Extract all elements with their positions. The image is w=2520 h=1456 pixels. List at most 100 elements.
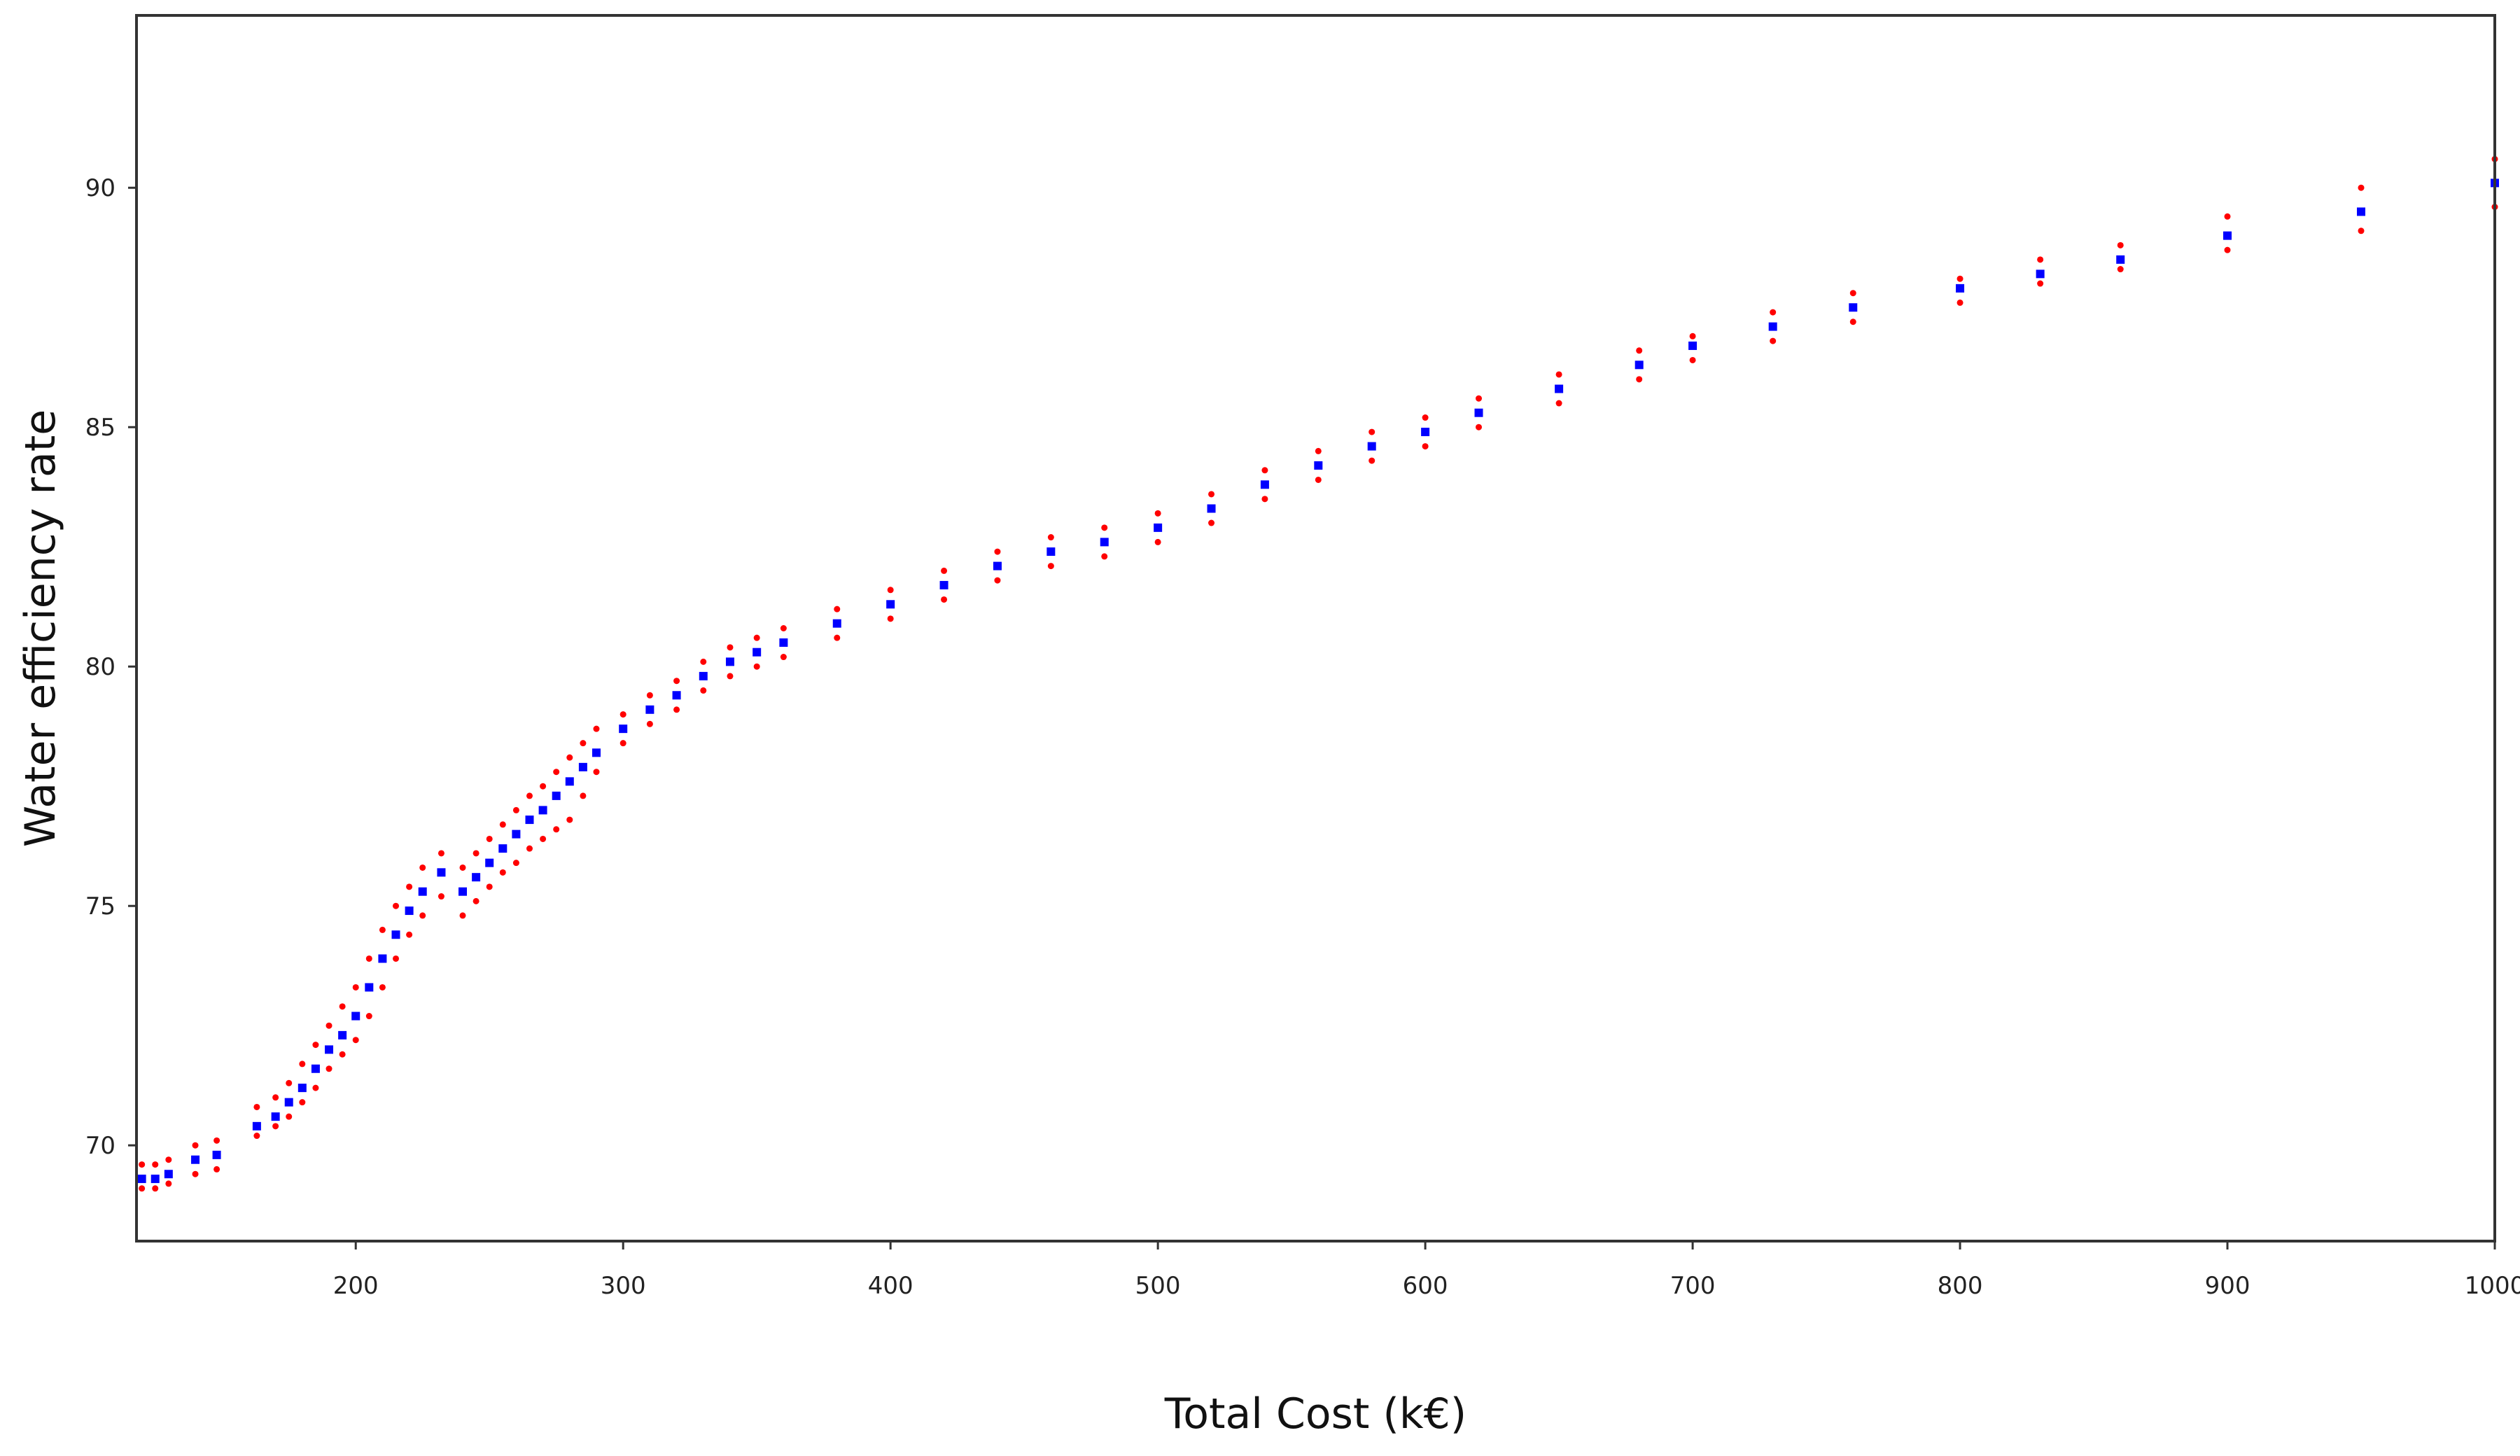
data-point [672, 691, 681, 700]
y-tick-label: 90 [85, 174, 115, 202]
data-point [619, 724, 628, 734]
data-point [941, 596, 948, 603]
data-point [1047, 563, 1054, 570]
x-axis-ticks: 200 300 400 500 600 700 800 900 1000 [333, 1241, 2520, 1300]
data-point [512, 806, 519, 813]
data-point [1208, 519, 1215, 526]
data-point [137, 1175, 146, 1184]
data-point [325, 1045, 334, 1054]
data-point [352, 983, 359, 990]
data-point [727, 673, 734, 680]
data-point [2116, 255, 2125, 264]
data-point [437, 868, 446, 877]
data-point [272, 1123, 279, 1130]
data-point [406, 931, 413, 938]
y-tick-label: 80 [85, 653, 115, 681]
x-tick-label: 400 [868, 1272, 913, 1300]
data-point [1367, 442, 1376, 451]
data-point [438, 893, 444, 900]
x-tick-label: 500 [1135, 1272, 1181, 1300]
data-point [419, 912, 426, 919]
data-point [1260, 480, 1269, 489]
data-point [164, 1170, 173, 1179]
data-point [578, 762, 587, 771]
data-point [378, 954, 387, 963]
data-point [580, 740, 587, 747]
data-point [1208, 491, 1215, 498]
data-point [286, 1079, 293, 1086]
data-point [1154, 523, 1163, 532]
data-point [1849, 290, 1856, 297]
data-point [472, 850, 479, 857]
data-point [553, 769, 560, 776]
x-tick-label: 700 [1670, 1272, 1716, 1300]
data-point [2117, 241, 2124, 248]
data-point [1314, 461, 1323, 470]
data-point [498, 844, 507, 853]
data-point [1555, 384, 1564, 393]
data-point [646, 720, 653, 727]
data-point [212, 1150, 221, 1159]
data-point [365, 955, 372, 962]
data-point [1636, 376, 1643, 383]
data-point [994, 577, 1001, 584]
data-point [1101, 524, 1108, 531]
data-point [834, 606, 841, 612]
data-point [540, 783, 547, 790]
data-point [525, 816, 534, 825]
data-point [419, 864, 426, 871]
data-point [150, 1175, 160, 1184]
x-tick-label: 200 [333, 1272, 379, 1300]
data-point [1555, 400, 1562, 407]
data-point [2117, 266, 2124, 273]
data-point [1422, 443, 1429, 450]
plot-marks [137, 155, 2499, 1192]
data-point [351, 1011, 360, 1021]
x-tick-label: 900 [2205, 1272, 2250, 1300]
y-tick-label: 75 [85, 892, 115, 920]
data-point [192, 1142, 199, 1149]
data-point [753, 634, 760, 641]
data-point [553, 826, 560, 833]
data-point [540, 835, 547, 842]
data-point [311, 1064, 320, 1073]
data-point [1421, 428, 1430, 437]
data-point [458, 887, 468, 896]
data-point [393, 902, 400, 909]
data-point [1207, 504, 1216, 513]
data-point [538, 806, 547, 815]
x-tick-label: 600 [1403, 1272, 1448, 1300]
data-point [752, 648, 762, 657]
data-point [252, 1121, 261, 1130]
data-point [438, 850, 444, 857]
data-point [1101, 553, 1108, 560]
data-point [699, 671, 708, 680]
data-point [512, 860, 519, 867]
data-point [339, 1051, 346, 1058]
data-point [459, 912, 466, 919]
data-point [459, 864, 466, 871]
data-point [1634, 360, 1644, 370]
data-point [1368, 457, 1376, 464]
data-point [1849, 303, 1858, 312]
data-point [152, 1185, 159, 1192]
data-point [780, 625, 787, 631]
data-point [272, 1094, 279, 1101]
data-point [139, 1161, 146, 1168]
data-point [2357, 207, 2366, 216]
data-point [472, 897, 479, 904]
data-point [645, 705, 654, 714]
data-point [152, 1161, 159, 1168]
data-point [1956, 299, 1963, 306]
data-point [620, 711, 626, 718]
x-axis-title: Total Cost (k€) [1164, 1390, 1466, 1438]
data-point [486, 883, 493, 890]
y-tick-label: 70 [85, 1132, 115, 1160]
data-point [886, 600, 895, 609]
data-point [1956, 284, 1965, 293]
data-point [391, 930, 400, 939]
data-point [993, 561, 1002, 570]
bound-series [139, 204, 2498, 1192]
data-point [214, 1166, 220, 1172]
